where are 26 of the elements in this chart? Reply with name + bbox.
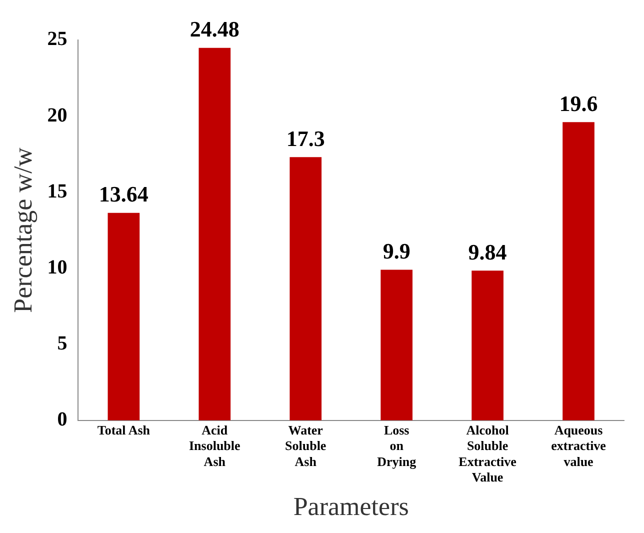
bar [562,122,594,420]
data-label: 19.6 [559,90,598,116]
data-label: 17.3 [286,126,325,151]
bar [290,157,322,420]
x-tick-label: Water Soluble Ash [285,422,326,469]
y-tick-label: 25 [47,28,68,50]
x-tick-label: Alcohol Soluble Extractive Value [458,422,517,484]
bar [108,212,140,420]
data-label: 9.9 [382,238,410,264]
y-tick-label: 5 [57,332,68,354]
bar [380,270,413,420]
x-tick-label: Acid Insoluble Ash [188,422,241,469]
bar [198,48,231,420]
data-label: 24.48 [190,16,240,42]
x-axis-title: Parameters [293,492,409,522]
data-label: 13.64 [98,182,148,207]
x-tick-label: Aqueous extractive value [551,422,606,469]
y-tick-label: 10 [47,256,68,278]
y-tick-label: 20 [47,104,68,126]
data-label: 9.84 [468,239,507,264]
bar [472,270,504,420]
y-axis-title: Percentage w/w [8,147,38,313]
x-tick-label: Total Ash [97,422,151,438]
y-tick-label: 15 [47,180,68,202]
x-tick-label: Loss on Drying [377,422,417,469]
y-tick-label: 0 [57,408,68,431]
